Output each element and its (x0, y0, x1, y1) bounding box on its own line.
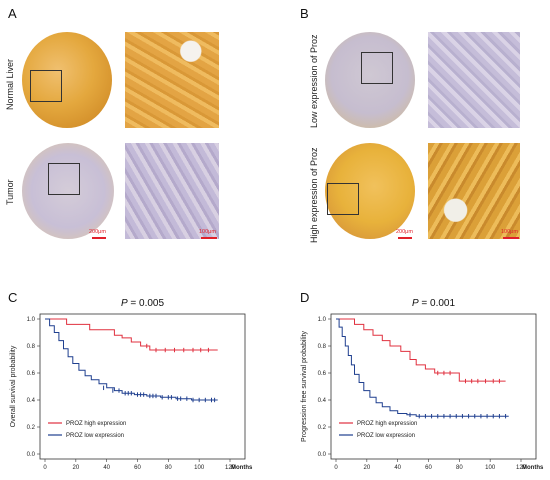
y-tick-label: 0.4 (318, 398, 327, 404)
y-tick-label: 0.2 (27, 425, 36, 431)
low-expression-roi-box (361, 52, 393, 84)
km-series-line-low (45, 318, 218, 401)
y-axis-label: Progression free survival probability (301, 331, 308, 442)
y-tick-label: 0.8 (27, 344, 36, 350)
panel-d-letter: D (300, 290, 310, 305)
x-tick-label: 80 (165, 465, 172, 471)
normal-liver-roi-box (30, 70, 62, 102)
km-series-line-low (336, 318, 509, 417)
x-axis-label: Months (231, 465, 253, 471)
y-tick-label: 0.2 (318, 425, 327, 431)
legend-label-low: PROZ low expression (66, 433, 124, 439)
plot-frame (330, 313, 537, 460)
x-tick-label: 120 (225, 465, 236, 471)
normal-liver-core-image (22, 32, 112, 128)
chart-d-progression-free-survival: P = 0.001 0.0 0.2 0.4 0.6 0.8 1.0 0 20 40 60 80 100 1… (301, 298, 544, 471)
panel-a-zoom-scale-label: 100μm (199, 229, 216, 235)
x-tick-label: 20 (363, 465, 370, 471)
legend-label-high: PROZ high expression (66, 421, 126, 427)
legend-label-high: PROZ high expression (357, 421, 417, 427)
panel-b-zoom-scale-label: 100μm (501, 229, 518, 235)
panel-a-letter: A (8, 6, 17, 21)
y-tick-label: 0.0 (318, 452, 327, 458)
chart-c-overall-survival: P = 0.005 0.0 0.2 0.4 0.6 0.8 1.0 0 20 40 60 80 100 1… (10, 298, 253, 471)
tumor-roi-box (48, 163, 80, 195)
panel-b-letter: B (300, 6, 309, 21)
x-tick-label: 20 (72, 465, 79, 471)
normal-liver-zoom-image (125, 32, 219, 128)
panel-a-zoom-scalebar (201, 237, 217, 239)
x-tick-label: 60 (425, 465, 432, 471)
panel-a-row2-label: Tumor (5, 179, 15, 205)
low-expression-zoom-image (428, 32, 520, 128)
legend-label-low: PROZ low expression (357, 433, 415, 439)
chart-title-p-symbol: P (412, 298, 419, 309)
high-expression-roi-box (327, 183, 359, 215)
y-tick-label: 0.6 (318, 371, 327, 377)
y-tick-label: 0.6 (27, 371, 36, 377)
y-tick-label: 0.8 (318, 344, 327, 350)
km-series-line-high (336, 318, 506, 382)
km-series-line-high (45, 318, 218, 351)
high-expression-core-image (325, 143, 415, 239)
y-tick-label: 0.0 (27, 452, 36, 458)
panel-b-core-scale-label: 200μm (396, 229, 413, 235)
panel-a-core-scalebar (92, 237, 106, 239)
high-expression-zoom-image (428, 143, 520, 239)
x-tick-label: 120 (516, 465, 527, 471)
low-expression-core-image (325, 32, 415, 128)
x-tick-label: 40 (103, 465, 110, 471)
panel-b-zoom-scalebar (503, 237, 519, 239)
y-axis-label: Overall survival probability (10, 345, 17, 427)
y-tick-label: 1.0 (318, 317, 327, 323)
x-tick-label: 80 (456, 465, 463, 471)
panel-a-core-scale-label: 200μm (89, 229, 106, 235)
tumor-core-image (22, 143, 114, 239)
tumor-zoom-image (125, 143, 219, 239)
x-tick-label: 100 (194, 465, 205, 471)
panel-b-row1-label: Low expression of Proz (309, 34, 319, 128)
x-axis-label: Months (522, 465, 544, 471)
x-tick-label: 100 (485, 465, 496, 471)
x-tick-label: 60 (134, 465, 141, 471)
plot-frame (39, 313, 246, 460)
panel-a-row1-label: Normal Liver (5, 58, 15, 110)
x-tick-label: 0 (334, 465, 338, 471)
y-tick-label: 1.0 (27, 317, 36, 323)
y-tick-label: 0.4 (27, 398, 36, 404)
panel-b-core-scalebar (398, 237, 412, 239)
chart-title-p-value: = 0.001 (419, 298, 456, 309)
chart-title: P = 0.001 (412, 298, 456, 309)
chart-title-p-symbol: P (121, 298, 128, 309)
chart-title-p-value: = 0.005 (128, 298, 165, 309)
x-tick-label: 40 (394, 465, 401, 471)
panel-c-letter: C (8, 290, 18, 305)
x-tick-label: 0 (43, 465, 47, 471)
panel-b-row2-label: High expression of Proz (309, 147, 319, 243)
chart-title: P = 0.005 (121, 298, 165, 309)
